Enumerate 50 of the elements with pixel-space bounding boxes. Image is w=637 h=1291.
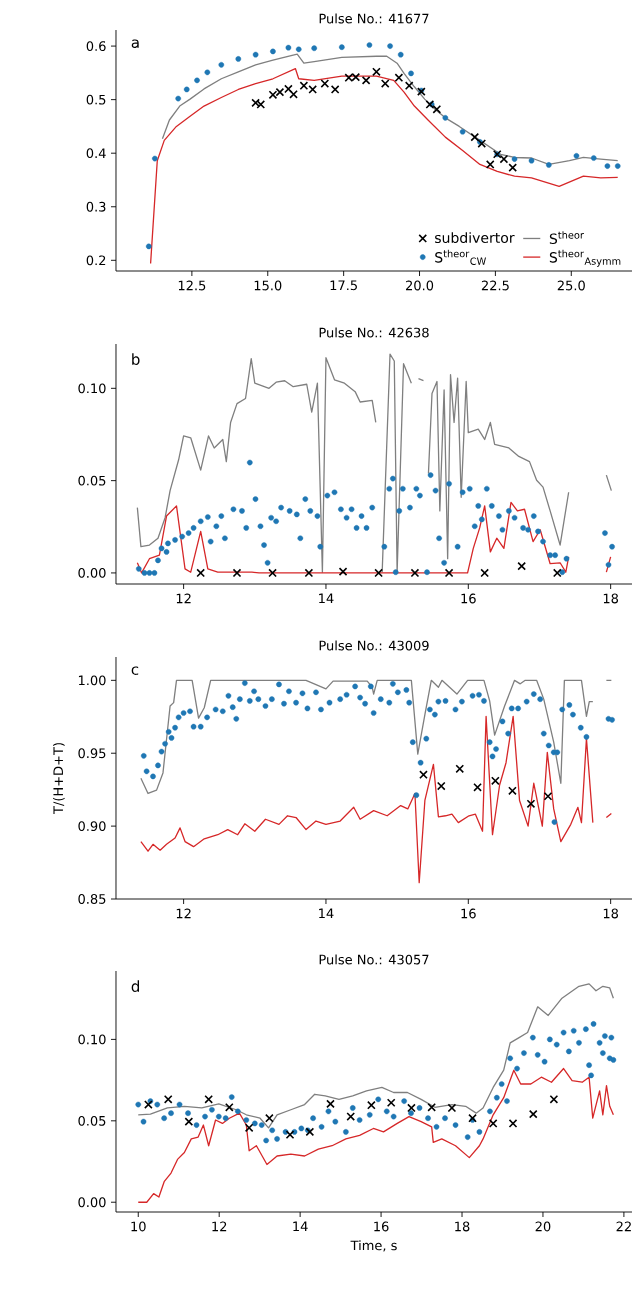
y-tick-label: 0.00: [78, 568, 106, 578]
x-tick-label: 17.5: [330, 280, 357, 291]
x-tick-label: 16: [461, 593, 476, 604]
chart-title: Pulse No.: 42638: [319, 327, 429, 338]
x-tick-label: 16: [374, 1221, 389, 1232]
x-tick-label: 16: [461, 908, 476, 919]
x-tick-label: 14: [319, 908, 334, 919]
legend-label: S$^{theor}$CW: [435, 249, 486, 265]
chart-title: Pulse No.: 41677: [319, 13, 429, 24]
y-tick-label: 0.05: [78, 1115, 106, 1126]
x-tick-label: 18: [603, 908, 619, 919]
x-tick-label: 12: [176, 593, 191, 604]
y-tick-label: 0.85: [78, 894, 106, 904]
chart-title: Pulse No.: 43009: [319, 640, 429, 651]
y-axis-title: T/(H+D+T): [53, 743, 65, 815]
y-tick-label: 0.90: [78, 821, 106, 832]
y-tick-label: 0.5: [86, 94, 106, 105]
x-tick-label: 15.0: [254, 280, 282, 291]
x-tick-label: 14: [319, 593, 334, 604]
x-tick-label: 25.0: [557, 280, 585, 291]
chart-title: Pulse No.: 43057: [319, 954, 429, 965]
legend-label: S$^{theor}$Asymm: [549, 249, 621, 267]
x-tick-label: 12: [212, 1221, 227, 1232]
annotation: d: [131, 980, 140, 992]
y-tick-label: 0.00: [78, 1197, 106, 1208]
y-tick-label: 0.10: [78, 1034, 106, 1045]
x-tick-label: 18: [455, 1221, 470, 1232]
y-tick-label: 0.95: [78, 748, 106, 759]
x-tick-label: 14: [293, 1221, 308, 1232]
x-tick-label: 20: [535, 1221, 551, 1232]
x-tick-label: 10: [131, 1221, 146, 1232]
legend-label: S$^{theor}$: [549, 231, 584, 245]
legend-label: subdivertor: [435, 232, 515, 244]
y-tick-label: 0.4: [86, 148, 106, 159]
y-tick-label: 0.05: [78, 475, 106, 486]
x-tick-label: 22: [616, 1221, 631, 1232]
y-tick-label: 0.10: [78, 383, 106, 394]
x-tick-label: 18: [603, 593, 619, 604]
y-tick-label: 0.3: [86, 201, 106, 212]
x-tick-label: 22.5: [481, 280, 509, 291]
annotation: a: [131, 39, 139, 48]
y-tick-label: 0.2: [86, 255, 106, 266]
y-tick-label: 0.6: [86, 41, 106, 51]
annotation: b: [132, 353, 140, 365]
x-axis-title: Time, s: [350, 1240, 397, 1252]
x-tick-label: 12.5: [178, 280, 206, 291]
y-tick-label: 1.00: [78, 675, 106, 686]
x-tick-label: 12: [176, 908, 191, 919]
annotation: c: [131, 666, 139, 676]
x-tick-label: 20.0: [406, 280, 434, 291]
